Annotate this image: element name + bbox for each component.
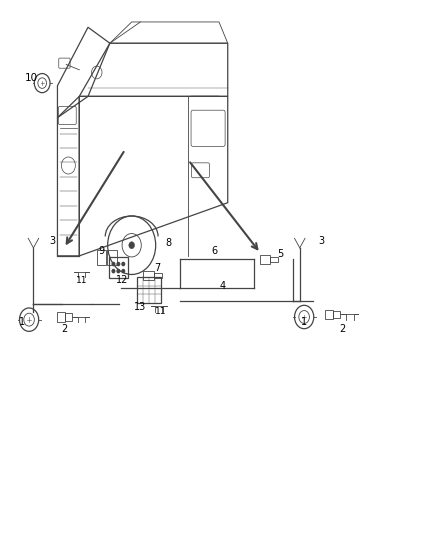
Text: 2: 2 — [61, 324, 67, 334]
Text: 2: 2 — [339, 324, 346, 334]
Text: 4: 4 — [219, 281, 226, 291]
Text: 3: 3 — [318, 236, 325, 246]
Text: 1: 1 — [18, 317, 25, 327]
Circle shape — [112, 262, 115, 265]
Circle shape — [122, 270, 124, 273]
Text: 7: 7 — [154, 263, 160, 272]
Text: 3: 3 — [49, 236, 55, 246]
Text: 12: 12 — [116, 276, 128, 285]
Text: 11: 11 — [155, 306, 167, 316]
Circle shape — [117, 270, 120, 273]
Text: 6: 6 — [212, 246, 218, 255]
Text: 13: 13 — [134, 302, 147, 312]
Text: 10: 10 — [25, 73, 38, 83]
Circle shape — [122, 262, 124, 265]
Circle shape — [112, 270, 115, 273]
Text: 11: 11 — [76, 276, 87, 285]
Text: 8: 8 — [166, 238, 172, 247]
Circle shape — [117, 262, 120, 265]
Circle shape — [129, 242, 134, 249]
Text: 5: 5 — [277, 249, 283, 259]
Text: 9: 9 — [98, 246, 104, 255]
Text: 1: 1 — [301, 317, 307, 327]
